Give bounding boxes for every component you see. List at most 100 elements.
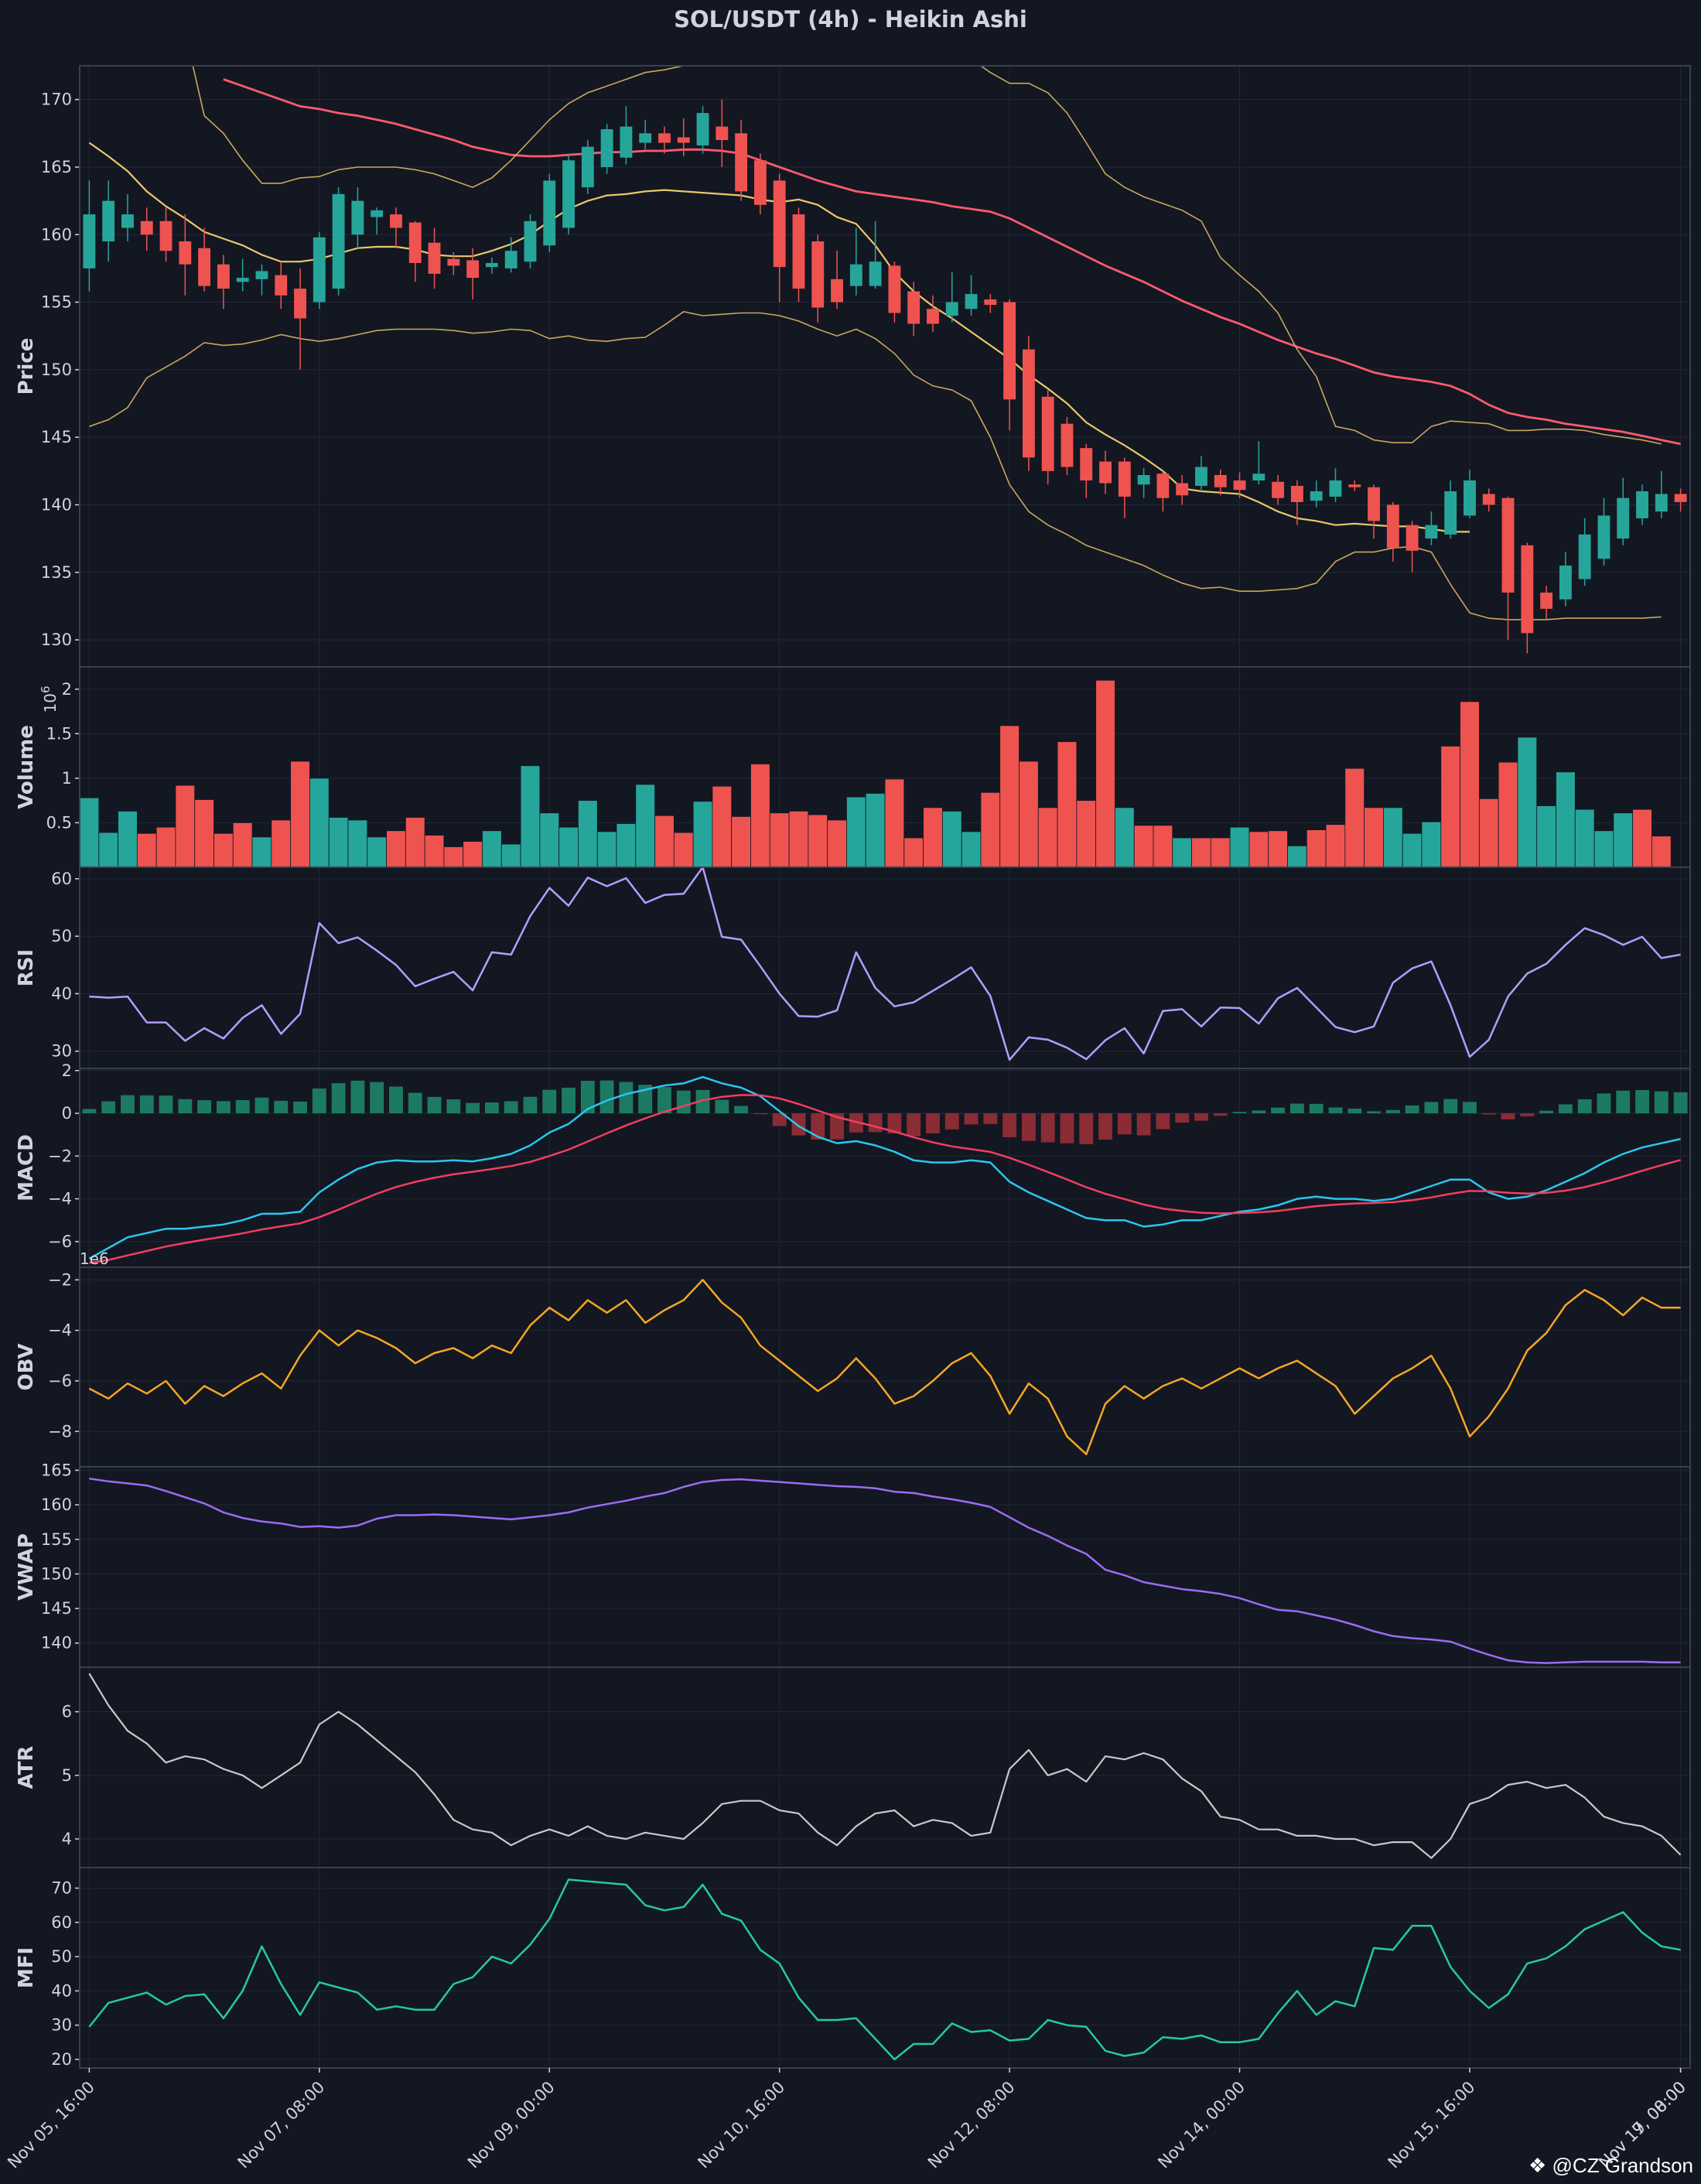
atr-panel <box>75 1667 1690 1868</box>
macd-tick-label: −4 <box>48 1190 72 1208</box>
vwap-tick-label: 165 <box>41 1461 72 1479</box>
price-border <box>79 65 1691 668</box>
mfi-plot-area <box>80 1868 1690 2068</box>
price-tick-label: 130 <box>41 631 72 649</box>
volume-bar <box>98 832 118 868</box>
candle-body <box>1655 494 1668 512</box>
macd-tick-label: −2 <box>48 1147 72 1165</box>
volume-bar <box>827 819 847 868</box>
obv-axis-label: OBV <box>15 1344 38 1391</box>
candle-body <box>1080 448 1093 481</box>
candle-body <box>620 126 633 158</box>
volume-bar <box>1613 812 1634 868</box>
volume-bar <box>1115 807 1135 868</box>
volume-bar <box>1037 807 1058 868</box>
obv-tick-label: −4 <box>48 1321 72 1340</box>
macd-histogram-bar <box>1597 1093 1611 1114</box>
macd-histogram-bar <box>159 1095 173 1114</box>
macd-histogram-bar <box>1558 1104 1573 1114</box>
macd-histogram-bar <box>1156 1113 1170 1130</box>
volume-bar <box>1153 825 1173 868</box>
candle-body <box>236 278 249 282</box>
vwap-axis-label: VWAP <box>15 1533 38 1601</box>
macd-histogram-bar <box>1021 1113 1036 1141</box>
candle-body <box>1617 497 1630 539</box>
macd-tick-label: 0 <box>62 1104 72 1123</box>
mfi-tick-label: 60 <box>51 1913 72 1932</box>
watermark: ❖ @CZ Grandson <box>1528 2154 1693 2177</box>
volume-bar <box>616 823 637 868</box>
obv-line <box>88 1279 1681 1455</box>
candle-body <box>447 258 460 266</box>
mfi-tick-label: 20 <box>51 2050 72 2069</box>
volume-bar <box>1574 808 1595 868</box>
volume-bar <box>1498 761 1518 868</box>
macd-histogram-bar <box>446 1099 461 1114</box>
rsi-panel <box>75 867 1690 1068</box>
candle-body <box>466 260 480 279</box>
candle-body <box>179 241 192 265</box>
vwap-tick-label: 145 <box>41 1599 72 1618</box>
volume-bar <box>271 819 292 868</box>
volume-bar <box>558 826 579 868</box>
macd-histogram-bar <box>1635 1089 1649 1114</box>
candle-body <box>1214 475 1227 487</box>
candle-body <box>792 214 805 289</box>
candle-body <box>524 220 537 262</box>
volume-bar <box>596 831 617 868</box>
volume-bar <box>999 725 1020 868</box>
candle-body <box>1329 480 1342 497</box>
candle-body <box>485 262 498 268</box>
obv-panel <box>75 1267 1690 1467</box>
candle-body <box>1693 493 1701 508</box>
macd-histogram-bar <box>197 1100 212 1114</box>
candle-body <box>1386 504 1399 549</box>
rsi-tick-label: 50 <box>51 927 72 945</box>
macd-histogram-bar <box>1309 1103 1324 1114</box>
candle-body <box>1290 486 1303 502</box>
mfi-tick-label: 40 <box>51 1981 72 2000</box>
volume-bar <box>673 832 694 868</box>
rsi-tick-label: 30 <box>51 1042 72 1061</box>
candle-body <box>1156 473 1170 498</box>
macd-histogram-bar <box>849 1113 863 1133</box>
price-line-bb_lower <box>89 310 1662 620</box>
macd-histogram-bar <box>907 1113 921 1136</box>
atr-plot-area <box>80 1667 1690 1868</box>
obv-tick-label: −8 <box>48 1422 72 1441</box>
vwap-tick-label: 160 <box>41 1495 72 1514</box>
macd-histogram-bar <box>523 1096 538 1114</box>
candle-body <box>965 294 978 309</box>
candle-body <box>1041 396 1054 471</box>
volume-bar <box>1402 832 1423 868</box>
volume-bar <box>405 817 425 868</box>
macd-histogram-bar <box>1539 1110 1554 1114</box>
macd-histogram-bar <box>178 1099 193 1114</box>
atr-border <box>79 1666 1691 1868</box>
mfi-tick-label: 30 <box>51 2016 72 2035</box>
atr-tick-label: 5 <box>62 1766 72 1785</box>
volume-bar <box>136 832 157 868</box>
macd-histogram-bar <box>926 1113 940 1133</box>
macd-histogram-bar <box>1271 1107 1286 1114</box>
macd-histogram-bar <box>1463 1102 1477 1114</box>
vwap-tick-label: 140 <box>41 1634 72 1653</box>
price-tick-label: 145 <box>41 428 72 446</box>
x-tick-label: Nov 09, 00:00 <box>464 2078 558 2172</box>
price-tick-label: 165 <box>41 158 72 176</box>
volume-bar <box>1383 807 1403 868</box>
macd-histogram-bar <box>293 1101 307 1114</box>
volume-bar <box>367 836 387 868</box>
volume-bar <box>175 784 196 868</box>
volume-bar <box>1057 741 1078 868</box>
vwap-tick-label: 150 <box>41 1564 72 1583</box>
candle-body <box>1464 480 1476 516</box>
macd-histogram-bar <box>466 1102 480 1114</box>
macd-histogram-bar <box>695 1089 710 1114</box>
volume-bar <box>232 822 253 868</box>
macd-histogram-bar <box>619 1082 634 1114</box>
volume-bar <box>386 830 406 868</box>
macd-histogram-bar <box>542 1089 557 1114</box>
macd-histogram-bar <box>235 1100 250 1114</box>
